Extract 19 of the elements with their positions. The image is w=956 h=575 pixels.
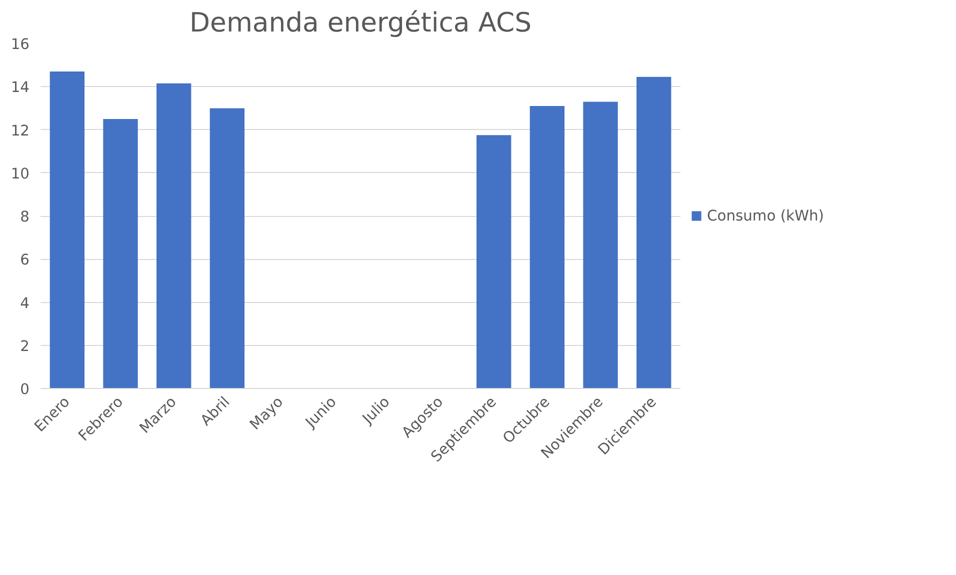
bar [476,135,512,388]
y-tick-label: 0 [20,381,30,398]
legend-label: Consumo (kWh) [707,207,824,224]
y-tick-label: 4 [20,294,30,312]
y-tick-label: 10 [10,165,30,182]
y-tick-label: 2 [20,338,30,355]
y-tick-label: 12 [10,122,30,140]
y-tick-label: 16 [10,36,30,53]
bar [103,118,138,388]
bar [636,76,672,388]
bar [210,108,244,388]
bar [530,106,564,388]
chart-title: Demanda energética ACS [190,8,532,38]
y-tick-label: 8 [20,208,30,226]
bar [50,72,84,388]
bar [583,102,618,388]
y-tick-label: 6 [20,252,30,269]
y-tick-label: 14 [10,79,30,96]
bar [156,83,192,388]
